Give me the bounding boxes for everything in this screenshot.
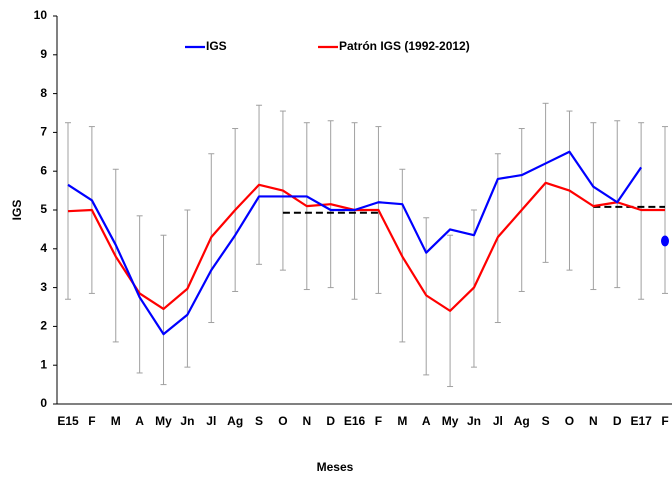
x-tick-label: My xyxy=(442,414,459,428)
x-tick-label: Jn xyxy=(180,414,194,428)
series-line xyxy=(67,181,665,312)
y-tick-label: 1 xyxy=(40,357,47,371)
x-tick-label: E17 xyxy=(630,414,652,428)
y-tick-label: 3 xyxy=(40,280,47,294)
x-tick-label: My xyxy=(155,414,172,428)
x-tick-label: Jl xyxy=(493,414,503,428)
x-tick-label: O xyxy=(565,414,574,428)
y-tick-label: 6 xyxy=(40,163,47,177)
x-tick-label: M xyxy=(111,414,121,428)
x-tick-label: A xyxy=(135,414,144,428)
y-tick-label: 10 xyxy=(34,8,48,22)
x-tick-label: A xyxy=(422,414,431,428)
x-axis-label: Meses xyxy=(317,460,354,474)
x-tick-label: N xyxy=(302,414,311,428)
y-tick-label: 8 xyxy=(40,86,47,100)
x-tick-label: N xyxy=(589,414,598,428)
x-tick-label: Jn xyxy=(467,414,481,428)
y-axis-label: IGS xyxy=(10,200,24,221)
y-tick-label: 7 xyxy=(40,125,47,139)
x-tick-label: M xyxy=(397,414,407,428)
point xyxy=(661,235,669,247)
y-tick-label: 4 xyxy=(40,241,47,255)
legend-label: Patrón IGS (1992-2012) xyxy=(339,39,470,53)
x-tick-label: D xyxy=(326,414,335,428)
y-tick-label: 2 xyxy=(40,319,47,333)
x-tick-label: E15 xyxy=(57,414,79,428)
x-tick-label: Ag xyxy=(227,414,243,428)
x-tick-label: S xyxy=(255,414,263,428)
y-tick-label: 5 xyxy=(40,202,47,216)
x-tick-label: Jl xyxy=(206,414,216,428)
x-tick-label: Ag xyxy=(514,414,530,428)
x-tick-label: F xyxy=(88,414,95,428)
x-tick-label: O xyxy=(278,414,287,428)
y-tick-label: 9 xyxy=(40,47,47,61)
x-tick-label: D xyxy=(613,414,622,428)
y-tick-label: 0 xyxy=(40,396,47,410)
x-tick-label: F xyxy=(661,414,668,428)
x-tick-label: E16 xyxy=(344,414,366,428)
x-tick-label: S xyxy=(542,414,550,428)
series-line xyxy=(67,150,643,336)
legend-label: IGS xyxy=(206,39,227,53)
x-tick-label: F xyxy=(375,414,382,428)
